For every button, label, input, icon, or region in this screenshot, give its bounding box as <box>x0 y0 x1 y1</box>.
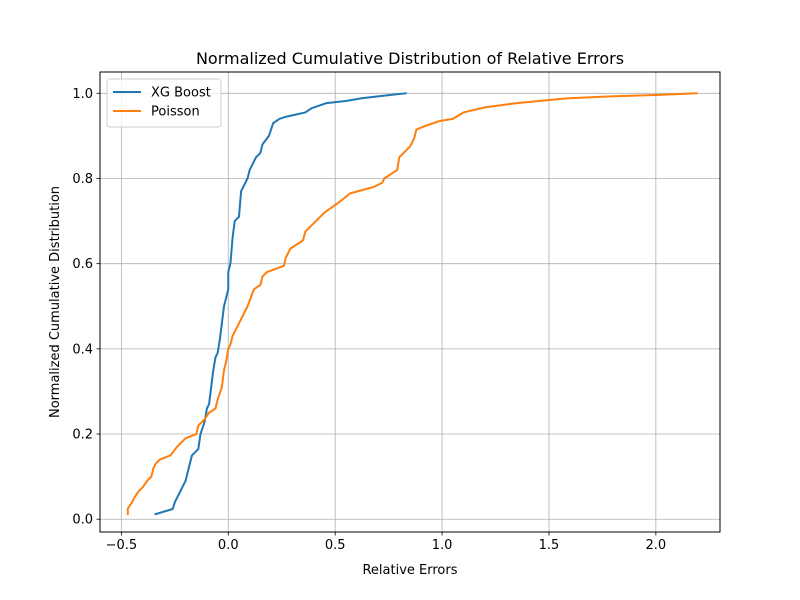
x-tick-label: 2.0 <box>646 538 667 553</box>
series-lines <box>126 92 698 516</box>
y-tick-label: 1.0 <box>72 87 93 102</box>
x-tick-label: 0.0 <box>218 538 239 553</box>
plot-area-frame <box>99 71 721 533</box>
y-tick-label: 0.2 <box>72 428 93 443</box>
legend-label-xgboost: XG Boost <box>151 86 211 101</box>
x-tick-label: 0.5 <box>325 538 346 553</box>
series-line-xg-boost <box>154 92 407 516</box>
axis-ticks: −0.5 0.0 0.5 1.0 1.5 2.0 0.0 0.2 0.4 0.6 0.8 1.0 <box>72 87 666 553</box>
x-tick-label: −0.5 <box>106 538 138 553</box>
series-line-poisson <box>126 92 698 516</box>
y-axis-title: Normalized Cumulative Distribution <box>48 186 63 418</box>
grid-lines <box>100 72 720 532</box>
x-axis-title: Relative Errors <box>362 563 457 578</box>
y-tick-label: 0.0 <box>72 513 93 528</box>
y-tick-label: 0.8 <box>72 172 93 187</box>
y-tick-label: 0.4 <box>72 342 93 357</box>
y-tick-label: 0.6 <box>72 257 93 272</box>
x-tick-label: 1.0 <box>432 538 453 553</box>
x-tick-label: 1.5 <box>539 538 560 553</box>
legend-label-poisson: Poisson <box>151 105 200 120</box>
chart-title: Normalized Cumulative Distribution of Re… <box>196 49 624 68</box>
legend: XG Boost Poisson <box>106 78 222 128</box>
